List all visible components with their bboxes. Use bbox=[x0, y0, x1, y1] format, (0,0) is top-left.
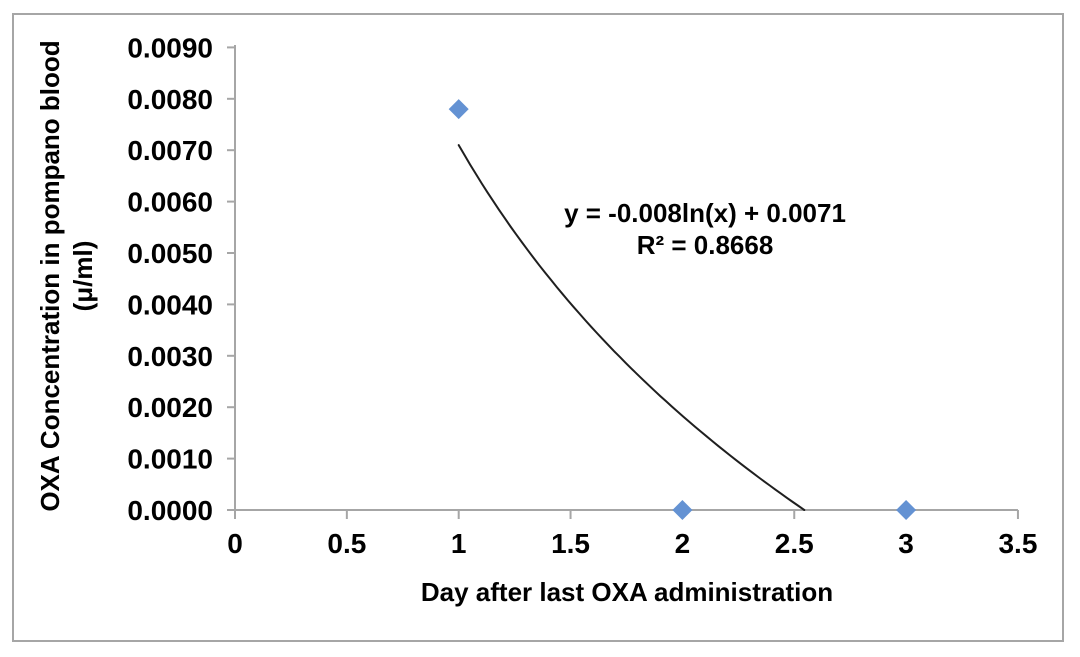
data-point-marker bbox=[672, 500, 693, 520]
x-tick-label: 3.5 bbox=[998, 528, 1037, 559]
trendline-annotation: y = -0.008ln(x) + 0.0071 R² = 0.8668 bbox=[564, 197, 846, 261]
x-tick-label: 1.5 bbox=[551, 528, 590, 559]
trendline-curve bbox=[457, 144, 806, 511]
y-tick-label: 0.0090 bbox=[127, 32, 213, 63]
data-point-marker bbox=[448, 99, 469, 120]
y-axis-title-line1: OXA Concentration in pompano blood bbox=[35, 40, 65, 512]
x-tick-label: 0.5 bbox=[327, 528, 366, 559]
y-tick-label: 0.0070 bbox=[127, 135, 213, 166]
x-tick-label: 3 bbox=[898, 528, 914, 559]
y-tick-label: 0.0030 bbox=[127, 341, 213, 372]
y-tick-label: 0.0010 bbox=[127, 444, 213, 475]
y-tick-label: 0.0080 bbox=[127, 84, 213, 115]
y-tick-label: 0.0060 bbox=[127, 187, 213, 218]
chart-border bbox=[12, 13, 1064, 642]
y-axis-title-line2: (μ/ml) bbox=[68, 240, 98, 312]
x-tick-label: 1 bbox=[451, 528, 467, 559]
data-point-marker bbox=[896, 500, 917, 520]
trendline-equation: y = -0.008ln(x) + 0.0071 bbox=[564, 198, 846, 228]
x-tick-label: 2 bbox=[675, 528, 691, 559]
y-tick-label: 0.0040 bbox=[127, 289, 213, 320]
x-tick-label: 0 bbox=[227, 528, 243, 559]
y-tick-label: 0.0000 bbox=[127, 495, 213, 526]
y-tick-label: 0.0020 bbox=[127, 392, 213, 423]
y-tick-label: 0.0050 bbox=[127, 238, 213, 269]
x-axis-title: Day after last OXA administration bbox=[420, 577, 834, 607]
y-axis-title: OXA Concentration in pompano blood (μ/ml… bbox=[34, 40, 100, 511]
x-tick-label: 2.5 bbox=[775, 528, 814, 559]
trendline-r-squared: R² = 0.8668 bbox=[636, 230, 774, 260]
